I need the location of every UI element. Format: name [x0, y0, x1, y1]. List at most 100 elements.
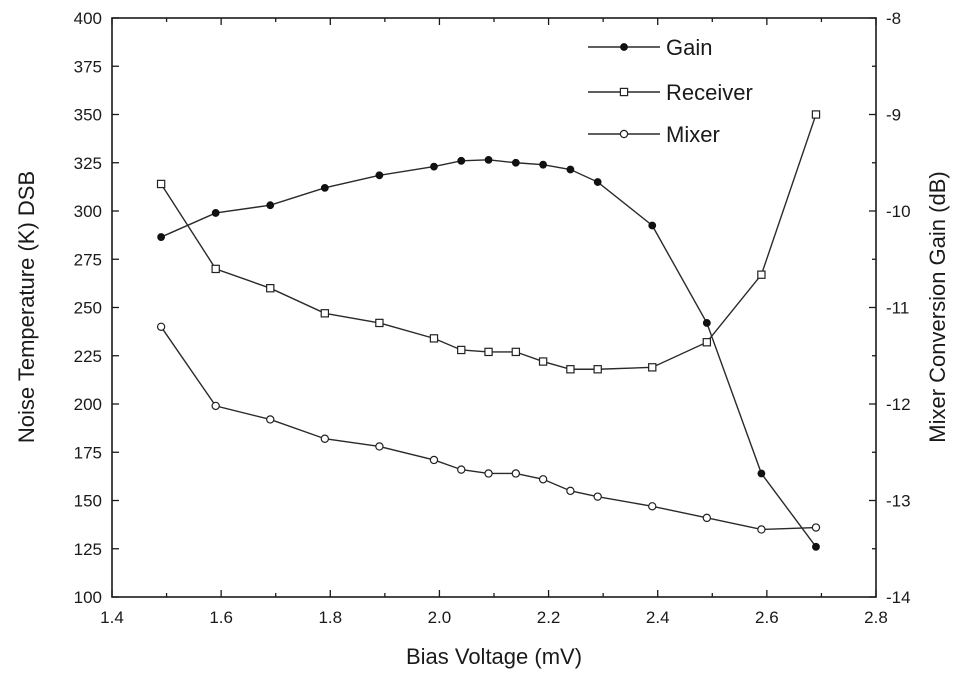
series-mixer-point: [648, 502, 657, 511]
y-tick-label: 350: [74, 106, 102, 125]
series-gain-point: [157, 233, 166, 241]
series-receiver-point: [538, 357, 548, 366]
series-receiver-point: [457, 345, 466, 355]
series-receiver: [156, 110, 821, 374]
series-gain-point: [320, 183, 329, 192]
series-receiver-point: [757, 270, 766, 279]
plot-frame: [111, 17, 877, 598]
series-mixer-point: [266, 415, 275, 424]
series-gain-point: [539, 160, 548, 169]
series-mixer-point: [320, 434, 330, 443]
right-y-axis: -14 -13 -12 -11 -10 -9 -8: [869, 9, 911, 607]
x-tick-label: 2.8: [864, 608, 888, 627]
y-tick-label: 100: [74, 588, 102, 607]
legend-label: Gain: [666, 35, 712, 60]
y-tick-label: 200: [74, 395, 102, 414]
series-mixer-point: [484, 469, 493, 478]
series-gain-point: [484, 155, 493, 164]
y2-tick-label: -12: [886, 395, 911, 414]
x-tick-label: 2.6: [755, 608, 779, 627]
left-y-axis-title: Noise Temperature (K) DSB: [14, 171, 39, 443]
series-mixer-point: [566, 486, 575, 496]
series-receiver-point: [429, 334, 439, 343]
series-receiver-point: [320, 309, 330, 318]
x-tick-label: 1.8: [318, 608, 342, 627]
legend-item-receiver: Receiver: [588, 80, 753, 105]
series-gain-point: [430, 162, 438, 171]
series-gain-point: [375, 171, 384, 180]
series-mixer-point: [156, 322, 166, 331]
legend-label: Receiver: [666, 80, 753, 105]
y-tick-label: 250: [74, 299, 102, 318]
legend: Gain Receiver Mixer: [588, 35, 753, 147]
x-tick-label: 1.4: [100, 608, 124, 627]
series-mixer-point: [511, 469, 521, 478]
right-y-axis-title: Mixer Conversion Gain (dB): [925, 171, 950, 442]
y-tick-label: 125: [74, 540, 102, 559]
series-mixer-point: [429, 455, 439, 465]
series-mixer-point: [211, 401, 220, 411]
series-mixer: [156, 322, 821, 534]
series-mixer-line: [160, 326, 816, 531]
series-mixer-point: [593, 492, 602, 501]
y2-tick-label: -8: [886, 9, 901, 28]
series-receiver-point: [375, 318, 384, 328]
x-axis-title: Bias Voltage (mV): [406, 644, 582, 669]
series-receiver-point: [266, 284, 275, 293]
legend-item-gain: Gain: [588, 35, 712, 60]
series-gain-point: [211, 209, 220, 217]
series-receiver-point: [484, 347, 493, 357]
series-gain-point: [266, 201, 275, 210]
series-gain-point: [812, 542, 820, 551]
series-gain-point: [757, 469, 766, 478]
series-mixer-point: [538, 475, 548, 484]
y-tick-label: 275: [74, 250, 102, 269]
series-mixer-point: [757, 525, 766, 534]
y2-tick-label: -10: [886, 202, 911, 221]
series-receiver-point: [511, 347, 521, 357]
series-gain-point: [457, 156, 466, 165]
x-tick-label: 2.2: [537, 608, 561, 627]
y2-tick-label: -13: [886, 492, 911, 511]
series-gain-point: [511, 158, 520, 167]
y-tick-label: 175: [74, 443, 102, 462]
series-gain-point: [702, 319, 711, 327]
series-mixer-point: [375, 442, 384, 451]
x-tick-label: 1.6: [209, 608, 233, 627]
series-gain-point: [566, 165, 575, 174]
legend-swatch-marker: [619, 129, 629, 139]
x-tick-label: 2.4: [646, 608, 670, 627]
series-gain-point: [593, 178, 602, 186]
x-tick-label: 2.0: [428, 608, 452, 627]
y2-tick-label: -9: [886, 106, 901, 125]
series-receiver-point: [648, 363, 657, 372]
y-tick-label: 300: [74, 202, 102, 221]
y2-tick-label: -11: [886, 299, 909, 318]
series-mixer-point: [702, 513, 712, 523]
series-receiver-point: [702, 338, 712, 347]
series-receiver-point: [156, 179, 166, 189]
left-y-axis: 100 125 150 175 200 225 250 275 300 325 350 375 400: [74, 9, 119, 607]
series-gain: [157, 155, 820, 551]
x-axis: 1.4 1.6 1.8 2.0 2.2 2.4 2.6 2.8: [100, 18, 888, 627]
y-tick-label: 375: [74, 57, 102, 76]
series-gain-point: [648, 221, 657, 230]
y2-tick-label: -14: [886, 588, 911, 607]
series-mixer-point: [811, 523, 821, 532]
series-receiver-line: [160, 114, 817, 370]
series-layer: [156, 110, 821, 551]
y-tick-label: 150: [74, 492, 102, 511]
series-receiver-point: [811, 110, 821, 119]
legend-item-mixer: Mixer: [588, 122, 720, 147]
series-mixer-point: [457, 465, 466, 474]
series-gain-line: [160, 159, 817, 548]
y-tick-label: 225: [74, 347, 102, 366]
series-receiver-point: [566, 365, 575, 374]
legend-label: Mixer: [666, 122, 720, 147]
y-tick-label: 325: [74, 154, 102, 173]
series-receiver-point: [211, 264, 220, 274]
legend-swatch-marker: [619, 87, 629, 97]
legend-swatch-marker: [620, 43, 628, 51]
y-tick-label: 400: [74, 9, 102, 28]
